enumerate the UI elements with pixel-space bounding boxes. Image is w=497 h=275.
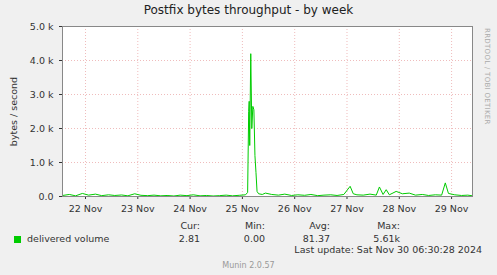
svg-text:27 Nov: 27 Nov — [330, 203, 364, 214]
html-text:Avg:: Avg: — [309, 220, 330, 231]
html-text:Postfix bytes throughput - by: Postfix bytes throughput - by week — [143, 3, 354, 17]
svg-text:5.0 k: 5.0 k — [30, 21, 54, 32]
html-text:RRDTOOL / TOBI OETIKER: RRDTOOL / TOBI OETIKER — [483, 28, 491, 125]
html-text:0.00: 0.00 — [243, 233, 265, 244]
html-text:delivered volume: delivered volume — [27, 233, 110, 244]
svg-text:24 Nov: 24 Nov — [173, 203, 207, 214]
html-text:Munin 2.0.57: Munin 2.0.57 — [222, 261, 275, 270]
svg-text:29 Nov: 29 Nov — [435, 203, 469, 214]
html-text:Max:: Max: — [377, 220, 400, 231]
svg-text:0.0: 0.0 — [38, 191, 53, 202]
svg-text:25 Nov: 25 Nov — [226, 203, 260, 214]
svg-text:1.0 k: 1.0 k — [30, 157, 54, 168]
html-text:81.37: 81.37 — [302, 233, 330, 244]
svg-text:bytes / second: bytes / second — [8, 77, 19, 146]
html-text:Min:: Min: — [244, 220, 265, 231]
svg-text:23 Nov: 23 Nov — [121, 203, 155, 214]
html-text:2.81: 2.81 — [178, 233, 200, 244]
html-text:Last update: Sat Nov 30 06:30:: Last update: Sat Nov 30 06:30:28 2024 — [294, 244, 482, 255]
svg-text:2.0 k: 2.0 k — [30, 123, 54, 134]
svg-text:28 Nov: 28 Nov — [382, 203, 416, 214]
svg-text:3.0 k: 3.0 k — [30, 89, 54, 100]
html-text:Cur:: Cur: — [180, 220, 200, 231]
svg-text:4.0 k: 4.0 k — [30, 55, 54, 66]
svg-text:22 Nov: 22 Nov — [69, 203, 103, 214]
html-text:5.61k: 5.61k — [373, 233, 400, 244]
svg-text:26 Nov: 26 Nov — [278, 203, 312, 214]
